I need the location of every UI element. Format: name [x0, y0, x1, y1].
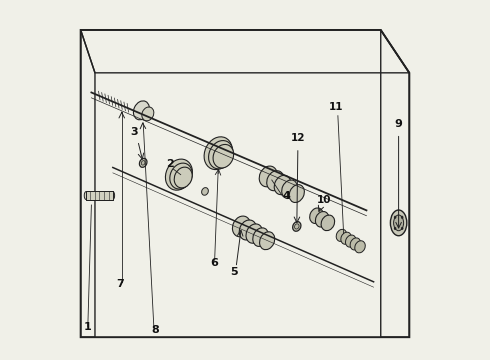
Ellipse shape	[133, 101, 149, 120]
Text: 1: 1	[84, 322, 92, 332]
Ellipse shape	[316, 212, 329, 227]
Ellipse shape	[259, 166, 277, 187]
Ellipse shape	[394, 216, 396, 219]
Ellipse shape	[209, 140, 233, 169]
Ellipse shape	[310, 208, 323, 224]
Text: 6: 6	[210, 258, 218, 268]
Text: 9: 9	[394, 119, 403, 129]
Ellipse shape	[142, 107, 154, 121]
Ellipse shape	[394, 227, 396, 230]
Ellipse shape	[289, 185, 304, 203]
Ellipse shape	[274, 175, 291, 195]
Ellipse shape	[267, 171, 284, 191]
Ellipse shape	[174, 167, 192, 188]
Ellipse shape	[213, 144, 234, 168]
Ellipse shape	[202, 188, 208, 195]
Text: 4: 4	[282, 190, 290, 201]
Ellipse shape	[239, 220, 256, 240]
Text: 5: 5	[230, 267, 238, 277]
Ellipse shape	[393, 215, 404, 231]
Bar	[86, 192, 113, 200]
Ellipse shape	[111, 192, 115, 199]
Ellipse shape	[293, 222, 301, 231]
Text: 3: 3	[130, 127, 138, 138]
Ellipse shape	[141, 161, 145, 165]
Text: 8: 8	[151, 324, 159, 334]
Ellipse shape	[401, 227, 403, 230]
Text: 10: 10	[317, 195, 331, 205]
Ellipse shape	[282, 180, 297, 199]
Ellipse shape	[166, 159, 193, 190]
Ellipse shape	[391, 210, 407, 236]
Ellipse shape	[246, 224, 263, 243]
Text: 2: 2	[166, 159, 174, 170]
Text: 12: 12	[291, 134, 305, 143]
Ellipse shape	[260, 232, 275, 250]
Ellipse shape	[204, 137, 232, 170]
Ellipse shape	[253, 228, 269, 247]
Ellipse shape	[336, 229, 347, 242]
Text: 11: 11	[329, 102, 343, 112]
Ellipse shape	[84, 192, 88, 199]
Ellipse shape	[350, 238, 361, 250]
Ellipse shape	[140, 158, 147, 167]
Ellipse shape	[401, 216, 403, 219]
Text: 7: 7	[116, 279, 124, 289]
Ellipse shape	[345, 235, 356, 247]
Ellipse shape	[232, 216, 250, 237]
Ellipse shape	[355, 241, 365, 253]
Ellipse shape	[341, 232, 351, 244]
Ellipse shape	[170, 163, 192, 189]
Ellipse shape	[321, 215, 335, 231]
